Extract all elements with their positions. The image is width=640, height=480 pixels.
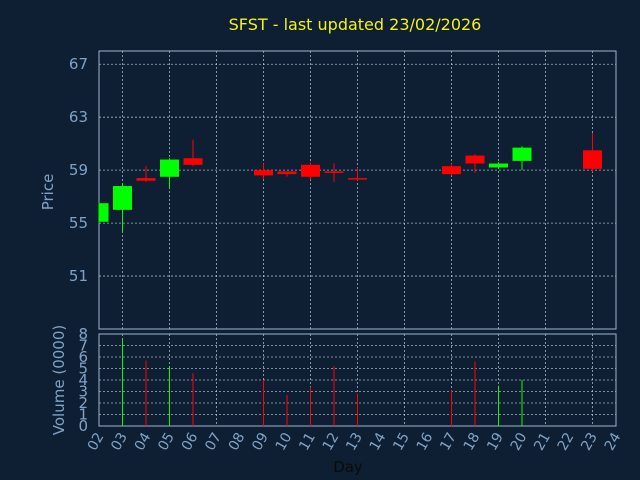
day-tick-label: 12 (320, 430, 343, 453)
candle-body (113, 186, 132, 210)
day-axis-label: Day (333, 458, 363, 476)
price-grid (99, 51, 616, 329)
day-tick-label: 24 (602, 430, 625, 454)
price-axis: 67 63 59 55 51 (69, 55, 88, 285)
day-tick-label: 21 (531, 430, 554, 453)
day-tick-label: 03 (108, 430, 131, 453)
price-tick-label: 51 (69, 267, 88, 285)
day-tick-label: 23 (578, 430, 601, 453)
price-tick-label: 67 (69, 55, 88, 73)
day-tick-label: 22 (555, 430, 578, 453)
candle-body (324, 171, 344, 173)
price-tick-label: 63 (69, 108, 88, 126)
volume-tick-label: 1 (78, 406, 88, 424)
volume-tick-label: 5 (78, 360, 88, 378)
day-tick-label: 04 (132, 430, 155, 454)
day-tick-label: 19 (484, 430, 507, 453)
candle-body (160, 159, 179, 177)
candle-body (465, 155, 485, 164)
candle-body (489, 163, 508, 168)
candle-body (301, 164, 320, 177)
candle-body (136, 178, 156, 181)
candle-body (348, 178, 367, 180)
candle-body (99, 203, 109, 222)
volume-tick-label: 3 (78, 383, 88, 401)
day-tick-label: 14 (367, 430, 390, 454)
price-tick-label: 55 (69, 214, 88, 232)
volume-bars-layer (122, 338, 523, 426)
day-tick-label: 10 (273, 430, 296, 453)
candles-layer (98, 133, 602, 233)
day-tick-label: 16 (414, 430, 437, 454)
volume-tick-label: 6 (78, 348, 88, 366)
candle-body (442, 166, 461, 175)
day-tick-label: 06 (179, 430, 202, 454)
volume-tick-label: 0 (78, 417, 88, 435)
day-tick-label: 11 (296, 430, 319, 453)
volume-tick-label: 4 (78, 371, 88, 389)
candle-body (277, 171, 297, 175)
volume-tick-label: 8 (78, 325, 88, 343)
day-tick-label: 18 (461, 430, 484, 453)
price-panel-frame (98, 50, 617, 330)
day-tick-label: 05 (155, 430, 178, 453)
volume-tick-label: 2 (78, 394, 88, 412)
price-tick-label: 59 (69, 161, 88, 179)
candle-body (583, 150, 602, 169)
day-tick-label: 07 (202, 430, 225, 453)
price-axis-label: Price (39, 174, 57, 211)
day-tick-label: 09 (249, 430, 272, 453)
day-tick-label: 08 (226, 430, 249, 453)
candle-body (512, 147, 532, 161)
day-tick-label: 02 (85, 430, 108, 453)
day-tick-label: 13 (343, 430, 366, 453)
day-tick-label: 20 (508, 430, 531, 453)
candle-body (183, 158, 203, 165)
day-tick-label: 15 (390, 430, 413, 453)
day-axis: 02 03 04 05 06 07 08 09 10 11 12 13 14 15 16 17 18 19 20 21… (85, 430, 625, 454)
candle-body (254, 170, 273, 176)
chart-title: SFST - last updated 23/02/2026 (229, 15, 482, 34)
day-tick-label: 17 (437, 430, 460, 453)
volume-tick-label: 7 (78, 337, 88, 355)
volume-axis-label: Volume (0000) (50, 325, 68, 435)
